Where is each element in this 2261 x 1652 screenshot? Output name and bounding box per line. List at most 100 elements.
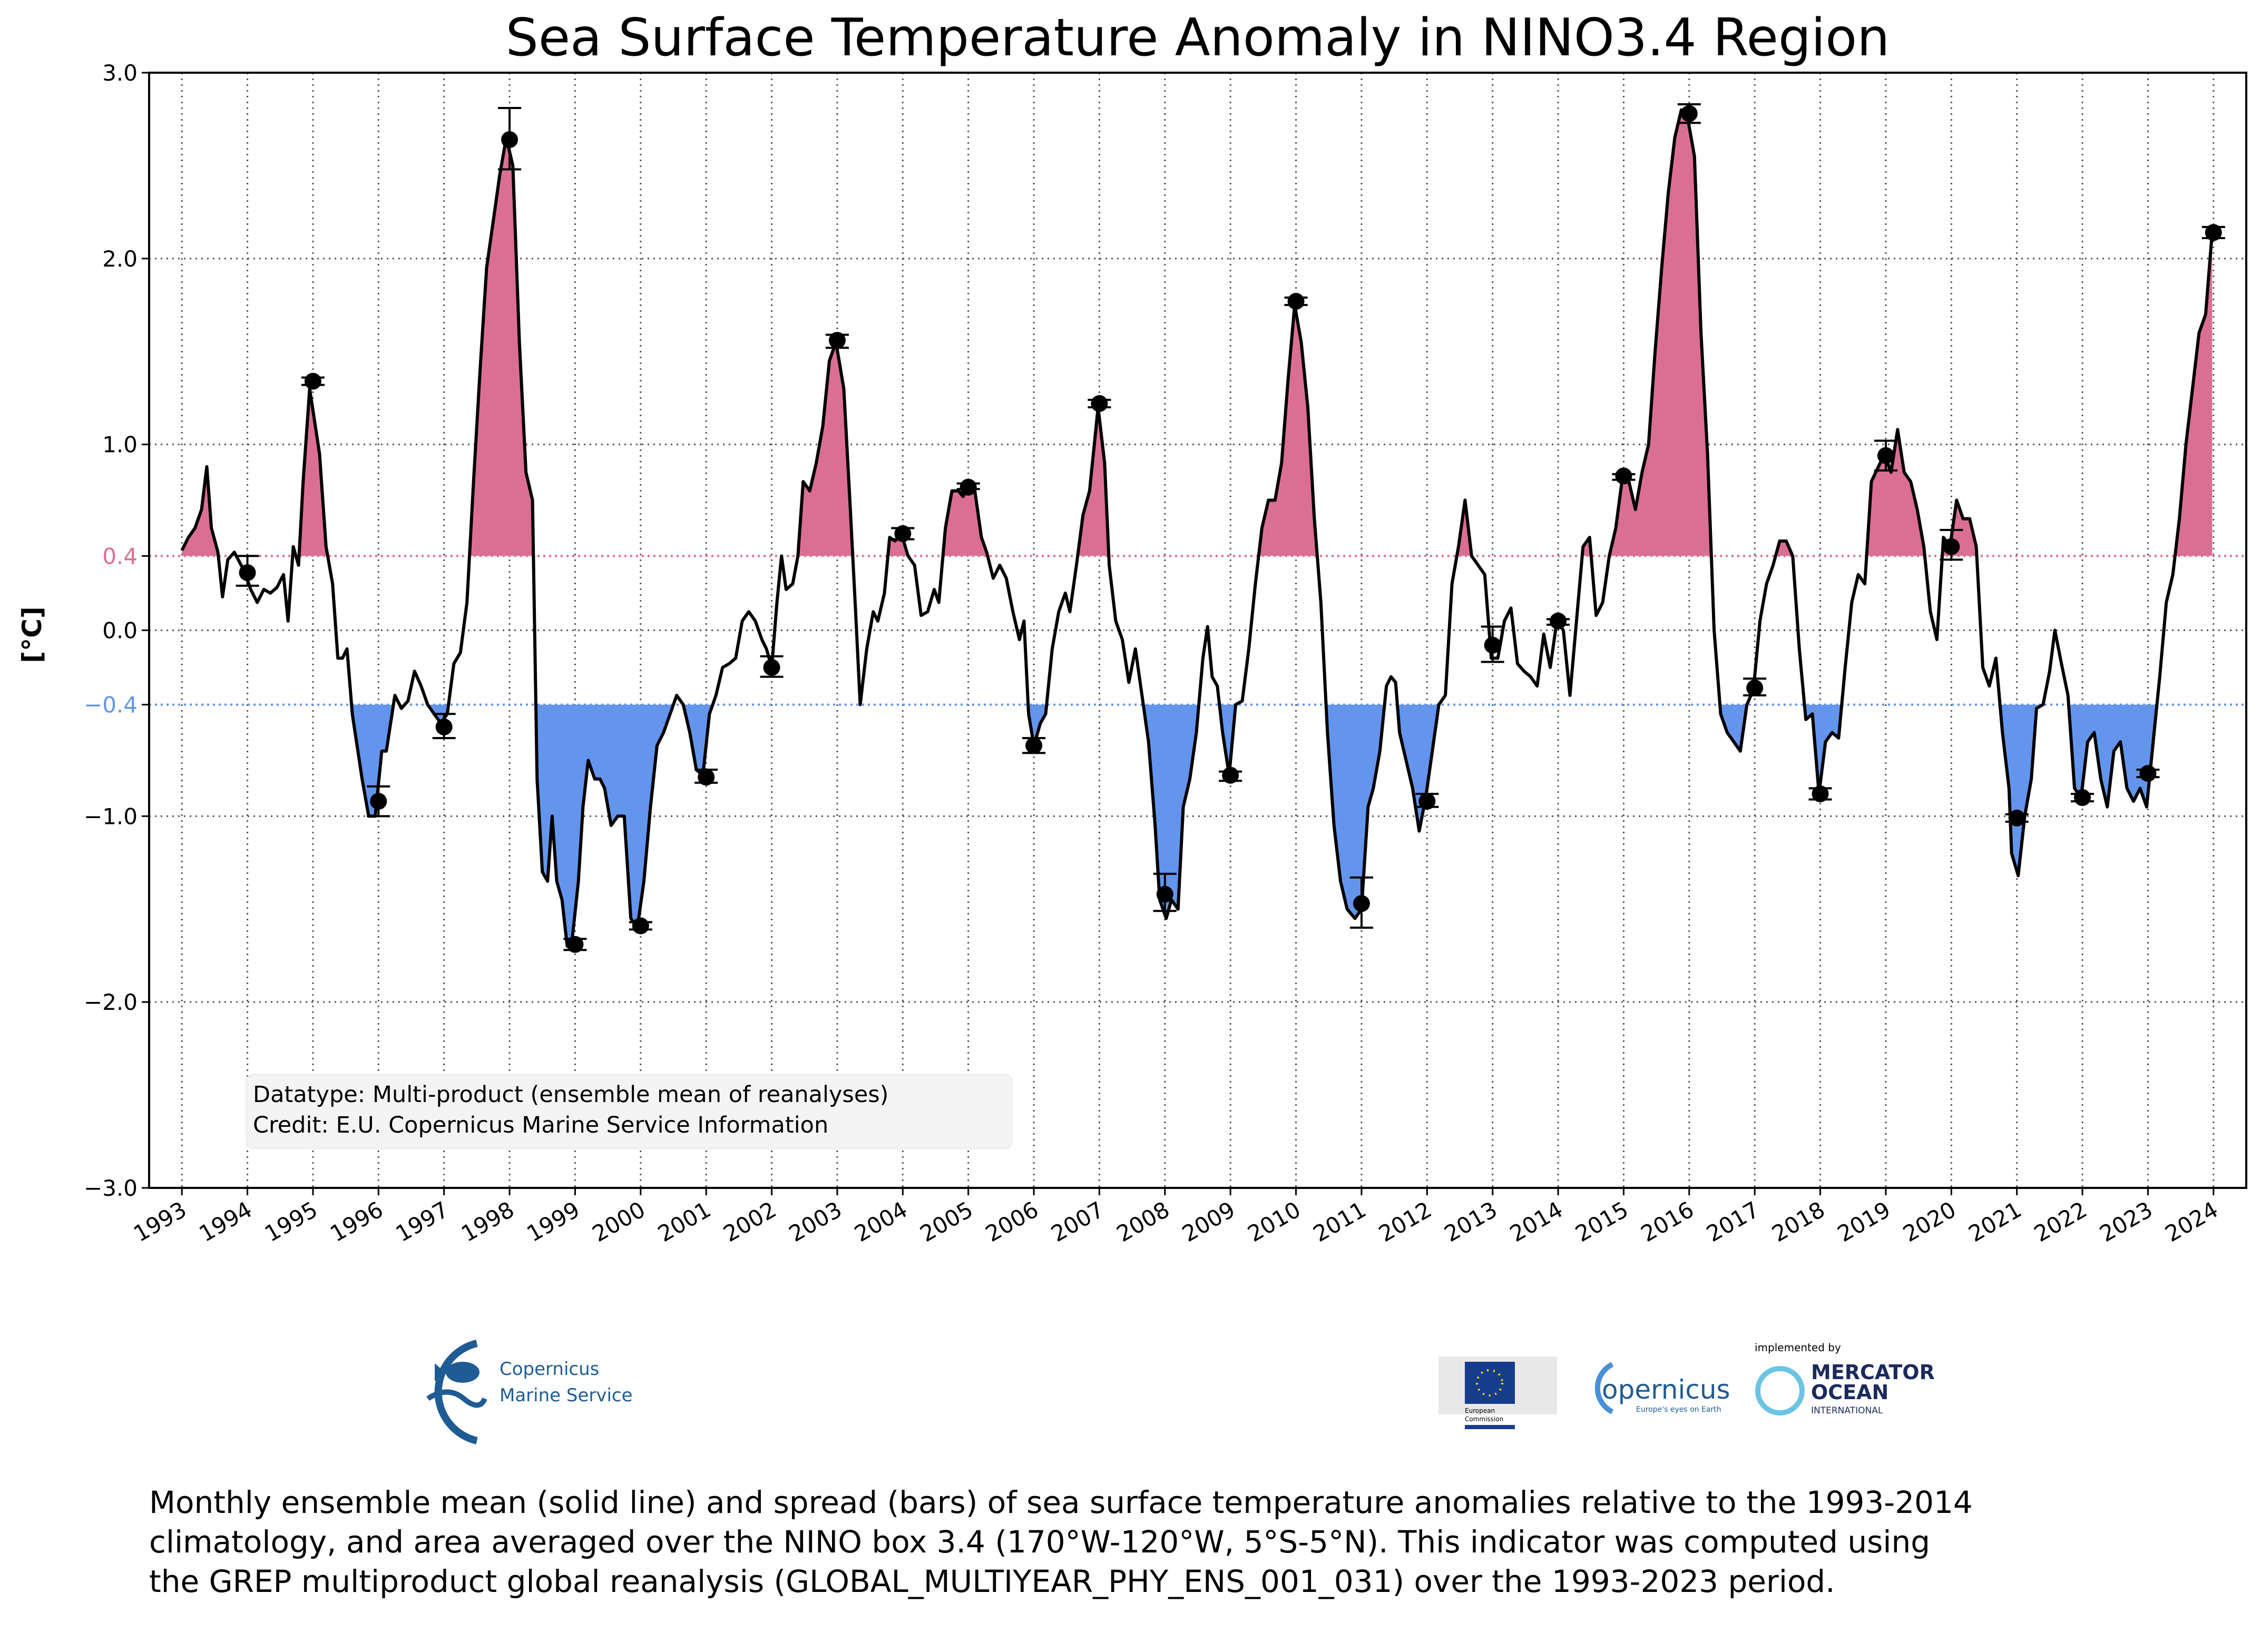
wave-icon: [426, 1389, 487, 1408]
errorbar-marker: [239, 564, 256, 582]
fish-icon: [446, 1362, 479, 1383]
chart-title: Sea Surface Temperature Anomaly in NINO3…: [506, 8, 1890, 68]
x-tick-label: 2022: [2030, 1196, 2091, 1247]
errorbar-marker: [1484, 636, 1501, 654]
mercator-m-icon: [1755, 1366, 1805, 1415]
errorbar-point: [1022, 737, 1046, 754]
errorbar-marker: [1877, 447, 1894, 464]
x-tick-label: 2021: [1964, 1196, 2026, 1247]
x-tick-label: 2012: [1374, 1196, 1436, 1247]
errorbar-marker: [698, 769, 715, 786]
x-tick-label: 2000: [588, 1196, 650, 1247]
ec-text-1: European: [1465, 1407, 1495, 1414]
x-tick-label: 2018: [1767, 1196, 1829, 1247]
series-layer: [180, 108, 2214, 948]
errorbar-layer: [236, 103, 2225, 953]
y-axis-label: [°C]: [17, 606, 47, 663]
x-tick-label: 2024: [2161, 1196, 2223, 1247]
errorbar-point: [367, 785, 390, 818]
ec-text-2: Commission: [1465, 1415, 1503, 1423]
x-tick-label: 2019: [1833, 1196, 1895, 1247]
caption-line-3: the GREP multiproduct global reanalysis …: [149, 1564, 1835, 1599]
errorbar-marker: [1091, 395, 1108, 412]
sst-anomaly-chart: Sea Surface Temperature Anomaly in NINO3…: [17, 8, 2247, 1444]
x-tick-label: 1993: [129, 1196, 191, 1247]
x-tick-label: 2014: [1505, 1196, 1567, 1247]
x-tick-label: 2013: [1440, 1196, 1502, 1247]
errorbar-marker: [828, 332, 846, 349]
annotation-credit: Credit: E.U. Copernicus Marine Service I…: [253, 1112, 828, 1138]
anomaly-fills: [182, 110, 2213, 947]
errorbar-marker: [632, 917, 649, 935]
y-axis: 3.0 2.0 1.0 0.4 0.0 −0.4 −1.0 −2.0 −3.0: [84, 60, 149, 1201]
warm-anomaly-fill: [182, 110, 2213, 556]
errorbar-point: [1284, 292, 1308, 310]
x-tick-label: 2009: [1178, 1196, 1239, 1247]
errorbar-point: [1612, 467, 1636, 485]
errorbar-marker: [1615, 467, 1632, 485]
x-tick-label: 2007: [1046, 1196, 1108, 1247]
errorbar-marker: [763, 659, 780, 676]
european-commission-logo: European Commission: [1438, 1356, 1557, 1429]
y-tick-label: 3.0: [102, 60, 138, 86]
y-tick-label: 0.0: [102, 618, 138, 644]
errorbar-marker: [1812, 785, 1829, 802]
annotation-box: Datatype: Multi-product (ensemble mean o…: [246, 1074, 1013, 1149]
x-tick-label: 1999: [522, 1196, 584, 1247]
errorbar-point: [2005, 809, 2029, 827]
errorbar-marker: [1746, 679, 1764, 696]
x-tick-label: 1995: [260, 1196, 322, 1247]
x-tick-label: 2003: [785, 1196, 846, 1247]
x-axis: 1993 1994 1995 1996 1997 1998 1999 2000 2001 2002…: [129, 1188, 2223, 1247]
implemented-by-text: implemented by: [1755, 1341, 1841, 1354]
errorbar-marker: [1156, 886, 1173, 903]
errorbar-marker: [1943, 538, 1960, 555]
errorbar-point: [1415, 792, 1439, 810]
x-tick-label: 2016: [1637, 1196, 1698, 1247]
errorbar-marker: [1418, 793, 1436, 810]
errorbar-point: [1677, 103, 1701, 124]
errorbar-point: [2201, 224, 2225, 241]
y-tick-label: −1.0: [84, 803, 138, 829]
errorbar-point: [301, 372, 325, 390]
x-tick-label: 2020: [1898, 1196, 1960, 1247]
errorbar-marker: [1222, 766, 1239, 784]
errorbar-point: [1219, 766, 1242, 784]
errorbar-marker: [960, 478, 977, 496]
figure-caption: Monthly ensemble mean (solid line) and s…: [149, 1483, 2252, 1601]
threshold-lines: [149, 555, 2246, 706]
errorbar-point: [1088, 395, 1111, 412]
eu-flag-icon: [1465, 1362, 1515, 1404]
errorbar-marker: [304, 372, 321, 390]
x-tick-label: 2005: [916, 1196, 977, 1247]
errorbar-marker: [1025, 737, 1043, 754]
x-tick-label: 2001: [653, 1196, 715, 1247]
y-tick-label: −0.4: [84, 692, 138, 718]
mercator-text-1: MERCATOR: [1811, 1361, 1935, 1384]
x-tick-label: 2010: [1243, 1196, 1305, 1247]
errorbar-point: [825, 332, 849, 349]
x-tick-label: 2011: [1309, 1196, 1371, 1247]
mercator-ocean-logo: implemented by MERCATOR OCEAN INTERNATIO…: [1755, 1341, 1935, 1416]
errorbar-point: [956, 478, 980, 496]
y-tick-label: 1.0: [102, 432, 138, 458]
cms-text-1: Copernicus: [500, 1359, 599, 1380]
copernicus-c-icon: [1594, 1362, 1614, 1414]
errorbar-point: [1153, 872, 1177, 912]
errorbar-marker: [1287, 292, 1305, 310]
x-tick-label: 2002: [719, 1196, 780, 1247]
copernicus-logo: opernicus Europe's eyes on Earth: [1594, 1362, 1730, 1414]
x-tick-label: 2015: [1571, 1196, 1632, 1247]
errorbar-point: [2136, 765, 2160, 782]
errorbar-marker: [894, 525, 912, 543]
errorbar-marker: [435, 718, 453, 735]
errorbar-point: [1481, 625, 1504, 663]
errorbar-marker: [1550, 612, 1567, 630]
errorbar-marker: [501, 131, 518, 149]
x-tick-label: 1997: [391, 1196, 453, 1247]
errorbar-point: [563, 936, 587, 953]
errorbar-marker: [2074, 789, 2091, 807]
cold-anomaly-fill: [182, 704, 2213, 947]
errorbar-marker: [370, 793, 387, 810]
ensemble-mean-line: [180, 108, 2214, 948]
